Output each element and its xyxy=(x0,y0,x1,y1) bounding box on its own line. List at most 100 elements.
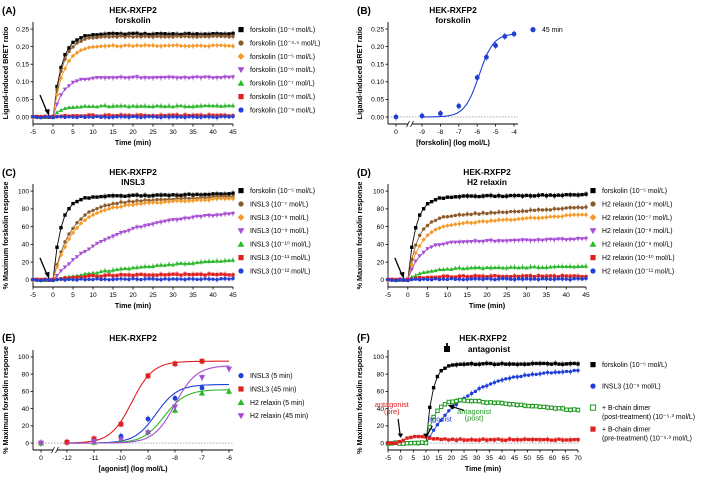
data-point xyxy=(560,206,564,211)
data-point xyxy=(540,193,545,197)
data-point xyxy=(75,275,79,279)
data-point xyxy=(138,103,144,108)
data-point xyxy=(198,197,204,203)
x-tick-label: -12 xyxy=(62,455,72,462)
data-point xyxy=(214,75,220,80)
data-point xyxy=(545,437,550,442)
data-point xyxy=(433,276,438,281)
data-point xyxy=(575,264,581,268)
data-point xyxy=(106,206,112,211)
data-point xyxy=(199,34,203,38)
data-point xyxy=(146,200,152,206)
data-point xyxy=(461,240,466,245)
data-point xyxy=(230,211,236,216)
data-point xyxy=(488,382,493,386)
data-point xyxy=(179,273,183,277)
data-point xyxy=(572,206,576,210)
data-point xyxy=(564,274,568,278)
x-tick-label: 65 xyxy=(562,455,570,462)
data-point xyxy=(139,272,143,277)
data-point xyxy=(210,42,216,48)
data-point xyxy=(410,245,414,249)
data-point xyxy=(445,241,450,246)
data-point xyxy=(497,277,501,281)
data-point xyxy=(130,103,136,108)
data-point xyxy=(174,76,180,81)
data-point xyxy=(481,277,485,281)
y-tick-label: 40 xyxy=(377,242,385,249)
data-point xyxy=(433,243,438,248)
data-point xyxy=(469,391,474,396)
data-point xyxy=(474,75,480,80)
data-point xyxy=(87,277,91,282)
data-point xyxy=(55,245,59,249)
data-point xyxy=(67,206,71,211)
data-point xyxy=(576,276,580,281)
data-point xyxy=(552,214,557,219)
data-point xyxy=(524,193,529,198)
data-point xyxy=(190,261,196,265)
data-point xyxy=(468,240,474,244)
legend-label: H2 relaxin (10⁻⁶ mol/L) xyxy=(602,201,672,208)
data-point xyxy=(542,371,546,375)
data-point xyxy=(59,114,63,119)
data-point xyxy=(520,277,525,281)
data-point xyxy=(194,103,200,108)
data-point xyxy=(175,277,179,281)
legend-marker xyxy=(589,404,597,411)
data-point xyxy=(219,192,223,196)
data-point xyxy=(500,217,506,223)
data-point xyxy=(54,110,60,115)
data-point xyxy=(54,264,60,270)
legend-label: INSL3 (10⁻¹¹ mol/L) xyxy=(250,255,310,262)
data-point xyxy=(127,277,131,282)
data-point xyxy=(488,265,494,270)
data-point xyxy=(74,104,80,109)
series-6 xyxy=(31,113,235,121)
data-point xyxy=(516,274,521,279)
data-point xyxy=(532,264,537,269)
data-point xyxy=(195,35,199,39)
data-point xyxy=(458,437,462,441)
data-point xyxy=(516,216,521,222)
panel-subtitle: forskolin xyxy=(115,15,150,25)
data-point xyxy=(154,263,160,267)
legend-label: H2 relaxin (5 min) xyxy=(250,400,304,407)
data-point xyxy=(556,237,561,242)
data-point xyxy=(564,407,569,412)
data-point xyxy=(230,75,236,80)
data-point xyxy=(485,275,489,279)
data-point xyxy=(219,277,223,281)
data-point xyxy=(561,438,565,442)
data-point xyxy=(158,43,164,49)
data-point xyxy=(90,244,96,249)
panel-label: (E) xyxy=(2,333,15,344)
data-point xyxy=(568,193,572,197)
data-point xyxy=(226,196,232,201)
data-point xyxy=(469,277,473,281)
data-point xyxy=(199,385,205,391)
data-point xyxy=(191,277,195,281)
data-point xyxy=(154,221,160,226)
x-axis-label: Time (min) xyxy=(469,301,506,310)
data-point xyxy=(453,195,458,199)
data-point xyxy=(67,115,71,119)
x-tick-label: 50 xyxy=(524,455,532,462)
data-point xyxy=(449,240,454,245)
data-point xyxy=(135,193,139,197)
data-point xyxy=(568,277,572,282)
data-point xyxy=(155,197,159,202)
data-point xyxy=(182,198,188,204)
data-point xyxy=(537,404,543,410)
data-point xyxy=(207,34,211,39)
data-point xyxy=(441,242,446,247)
data-point xyxy=(553,370,557,374)
data-point xyxy=(431,437,436,441)
data-point xyxy=(98,103,104,108)
data-point xyxy=(214,103,220,108)
data-point xyxy=(501,194,505,199)
data-point xyxy=(536,238,541,243)
data-point xyxy=(195,115,199,119)
data-point xyxy=(504,362,508,366)
data-point xyxy=(87,210,91,214)
